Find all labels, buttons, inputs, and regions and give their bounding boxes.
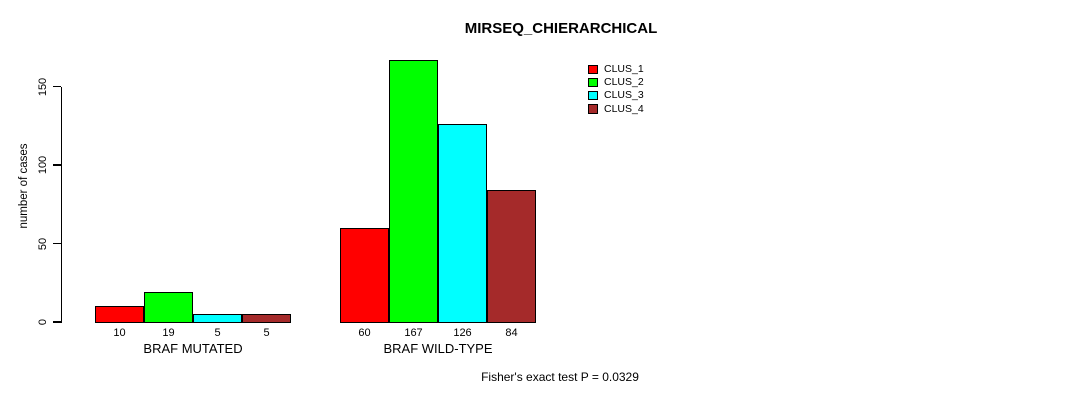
y-axis-tick	[53, 242, 61, 245]
bar-value-label: 10	[113, 327, 126, 339]
bar-value-label: 84	[505, 327, 518, 339]
legend-swatch-clus_3	[588, 90, 598, 101]
y-axis-tick-label: 150	[37, 77, 49, 96]
bar-clus_3-2	[438, 124, 487, 323]
legend-label: CLUS_4	[604, 102, 644, 115]
y-axis-tick-label: 100	[37, 155, 49, 175]
bar-value-label: 5	[214, 327, 221, 339]
y-axis-line	[61, 86, 63, 323]
bar-clus_4-2	[487, 190, 536, 323]
x-group-label: BRAF MUTATED	[143, 341, 243, 356]
bar-value-label: 167	[404, 327, 423, 339]
y-axis-tick	[53, 164, 61, 166]
chart-title: MIRSEQ_CHIERARCHICAL	[464, 20, 658, 37]
y-axis-tick	[53, 321, 61, 323]
bar-value-label: 19	[162, 327, 175, 339]
legend-label: CLUS_2	[604, 76, 644, 89]
legend-swatch-clus_4	[588, 104, 598, 114]
bar-value-label: 126	[453, 327, 472, 339]
bar-clus_4-1	[242, 314, 291, 323]
legend-label: CLUS_1	[604, 63, 644, 75]
y-axis-tick-label: 0	[37, 318, 49, 326]
bar-clus_1-2	[340, 227, 389, 323]
bar-clus_3-1	[193, 314, 242, 323]
stats-annotation: Fisher's exact test P = 0.0329	[481, 370, 639, 384]
legend-swatch-clus_2	[588, 77, 598, 88]
bar-value-label: 5	[263, 327, 270, 339]
x-group-label: BRAF WILD-TYPE	[383, 341, 493, 356]
y-axis-tick	[53, 85, 61, 88]
legend-label: CLUS_3	[604, 89, 644, 102]
bar-value-label: 60	[358, 327, 371, 339]
bar-clus_2-2	[389, 59, 438, 323]
bar-clus_1-1	[95, 306, 144, 323]
legend-swatch-clus_1	[588, 64, 598, 74]
bar-clus_2-1	[144, 292, 193, 323]
y-axis-tick-label: 50	[37, 237, 49, 250]
